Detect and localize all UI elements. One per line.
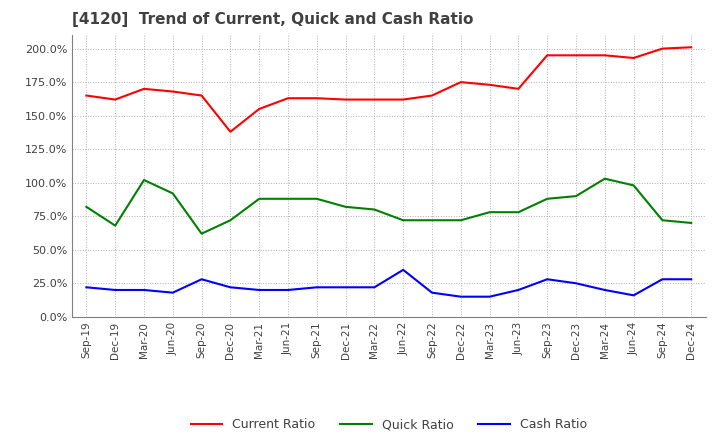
Legend: Current Ratio, Quick Ratio, Cash Ratio: Current Ratio, Quick Ratio, Cash Ratio bbox=[186, 413, 592, 436]
Cash Ratio bbox=[140, 287, 148, 293]
Current Ratio bbox=[168, 89, 177, 94]
Current Ratio bbox=[543, 53, 552, 58]
Current Ratio bbox=[399, 97, 408, 102]
Cash Ratio bbox=[226, 285, 235, 290]
Quick Ratio bbox=[485, 209, 494, 215]
Quick Ratio bbox=[197, 231, 206, 236]
Cash Ratio bbox=[629, 293, 638, 298]
Quick Ratio bbox=[572, 194, 580, 199]
Quick Ratio bbox=[687, 220, 696, 226]
Current Ratio bbox=[572, 53, 580, 58]
Quick Ratio bbox=[456, 218, 465, 223]
Current Ratio bbox=[140, 86, 148, 92]
Quick Ratio bbox=[370, 207, 379, 212]
Quick Ratio bbox=[543, 196, 552, 202]
Cash Ratio bbox=[111, 287, 120, 293]
Current Ratio bbox=[485, 82, 494, 88]
Quick Ratio bbox=[341, 204, 350, 209]
Current Ratio bbox=[629, 55, 638, 61]
Cash Ratio bbox=[82, 285, 91, 290]
Current Ratio bbox=[197, 93, 206, 98]
Quick Ratio bbox=[399, 218, 408, 223]
Line: Quick Ratio: Quick Ratio bbox=[86, 179, 691, 234]
Current Ratio bbox=[82, 93, 91, 98]
Quick Ratio bbox=[658, 218, 667, 223]
Line: Cash Ratio: Cash Ratio bbox=[86, 270, 691, 297]
Current Ratio bbox=[312, 95, 321, 101]
Current Ratio bbox=[370, 97, 379, 102]
Current Ratio bbox=[514, 86, 523, 92]
Quick Ratio bbox=[168, 191, 177, 196]
Quick Ratio bbox=[140, 177, 148, 183]
Cash Ratio bbox=[456, 294, 465, 299]
Cash Ratio bbox=[687, 277, 696, 282]
Cash Ratio bbox=[514, 287, 523, 293]
Current Ratio bbox=[600, 53, 609, 58]
Text: [4120]  Trend of Current, Quick and Cash Ratio: [4120] Trend of Current, Quick and Cash … bbox=[72, 12, 473, 27]
Quick Ratio bbox=[255, 196, 264, 202]
Cash Ratio bbox=[197, 277, 206, 282]
Quick Ratio bbox=[284, 196, 292, 202]
Cash Ratio bbox=[370, 285, 379, 290]
Current Ratio bbox=[428, 93, 436, 98]
Quick Ratio bbox=[629, 183, 638, 188]
Quick Ratio bbox=[312, 196, 321, 202]
Quick Ratio bbox=[111, 223, 120, 228]
Quick Ratio bbox=[600, 176, 609, 181]
Cash Ratio bbox=[572, 281, 580, 286]
Cash Ratio bbox=[485, 294, 494, 299]
Quick Ratio bbox=[226, 218, 235, 223]
Cash Ratio bbox=[255, 287, 264, 293]
Current Ratio bbox=[456, 80, 465, 85]
Cash Ratio bbox=[284, 287, 292, 293]
Cash Ratio bbox=[399, 267, 408, 272]
Quick Ratio bbox=[428, 218, 436, 223]
Current Ratio bbox=[284, 95, 292, 101]
Current Ratio bbox=[687, 44, 696, 50]
Current Ratio bbox=[658, 46, 667, 51]
Cash Ratio bbox=[543, 277, 552, 282]
Line: Current Ratio: Current Ratio bbox=[86, 47, 691, 132]
Current Ratio bbox=[341, 97, 350, 102]
Current Ratio bbox=[255, 106, 264, 112]
Cash Ratio bbox=[168, 290, 177, 295]
Current Ratio bbox=[111, 97, 120, 102]
Cash Ratio bbox=[658, 277, 667, 282]
Cash Ratio bbox=[312, 285, 321, 290]
Cash Ratio bbox=[428, 290, 436, 295]
Quick Ratio bbox=[82, 204, 91, 209]
Cash Ratio bbox=[341, 285, 350, 290]
Current Ratio bbox=[226, 129, 235, 134]
Quick Ratio bbox=[514, 209, 523, 215]
Cash Ratio bbox=[600, 287, 609, 293]
